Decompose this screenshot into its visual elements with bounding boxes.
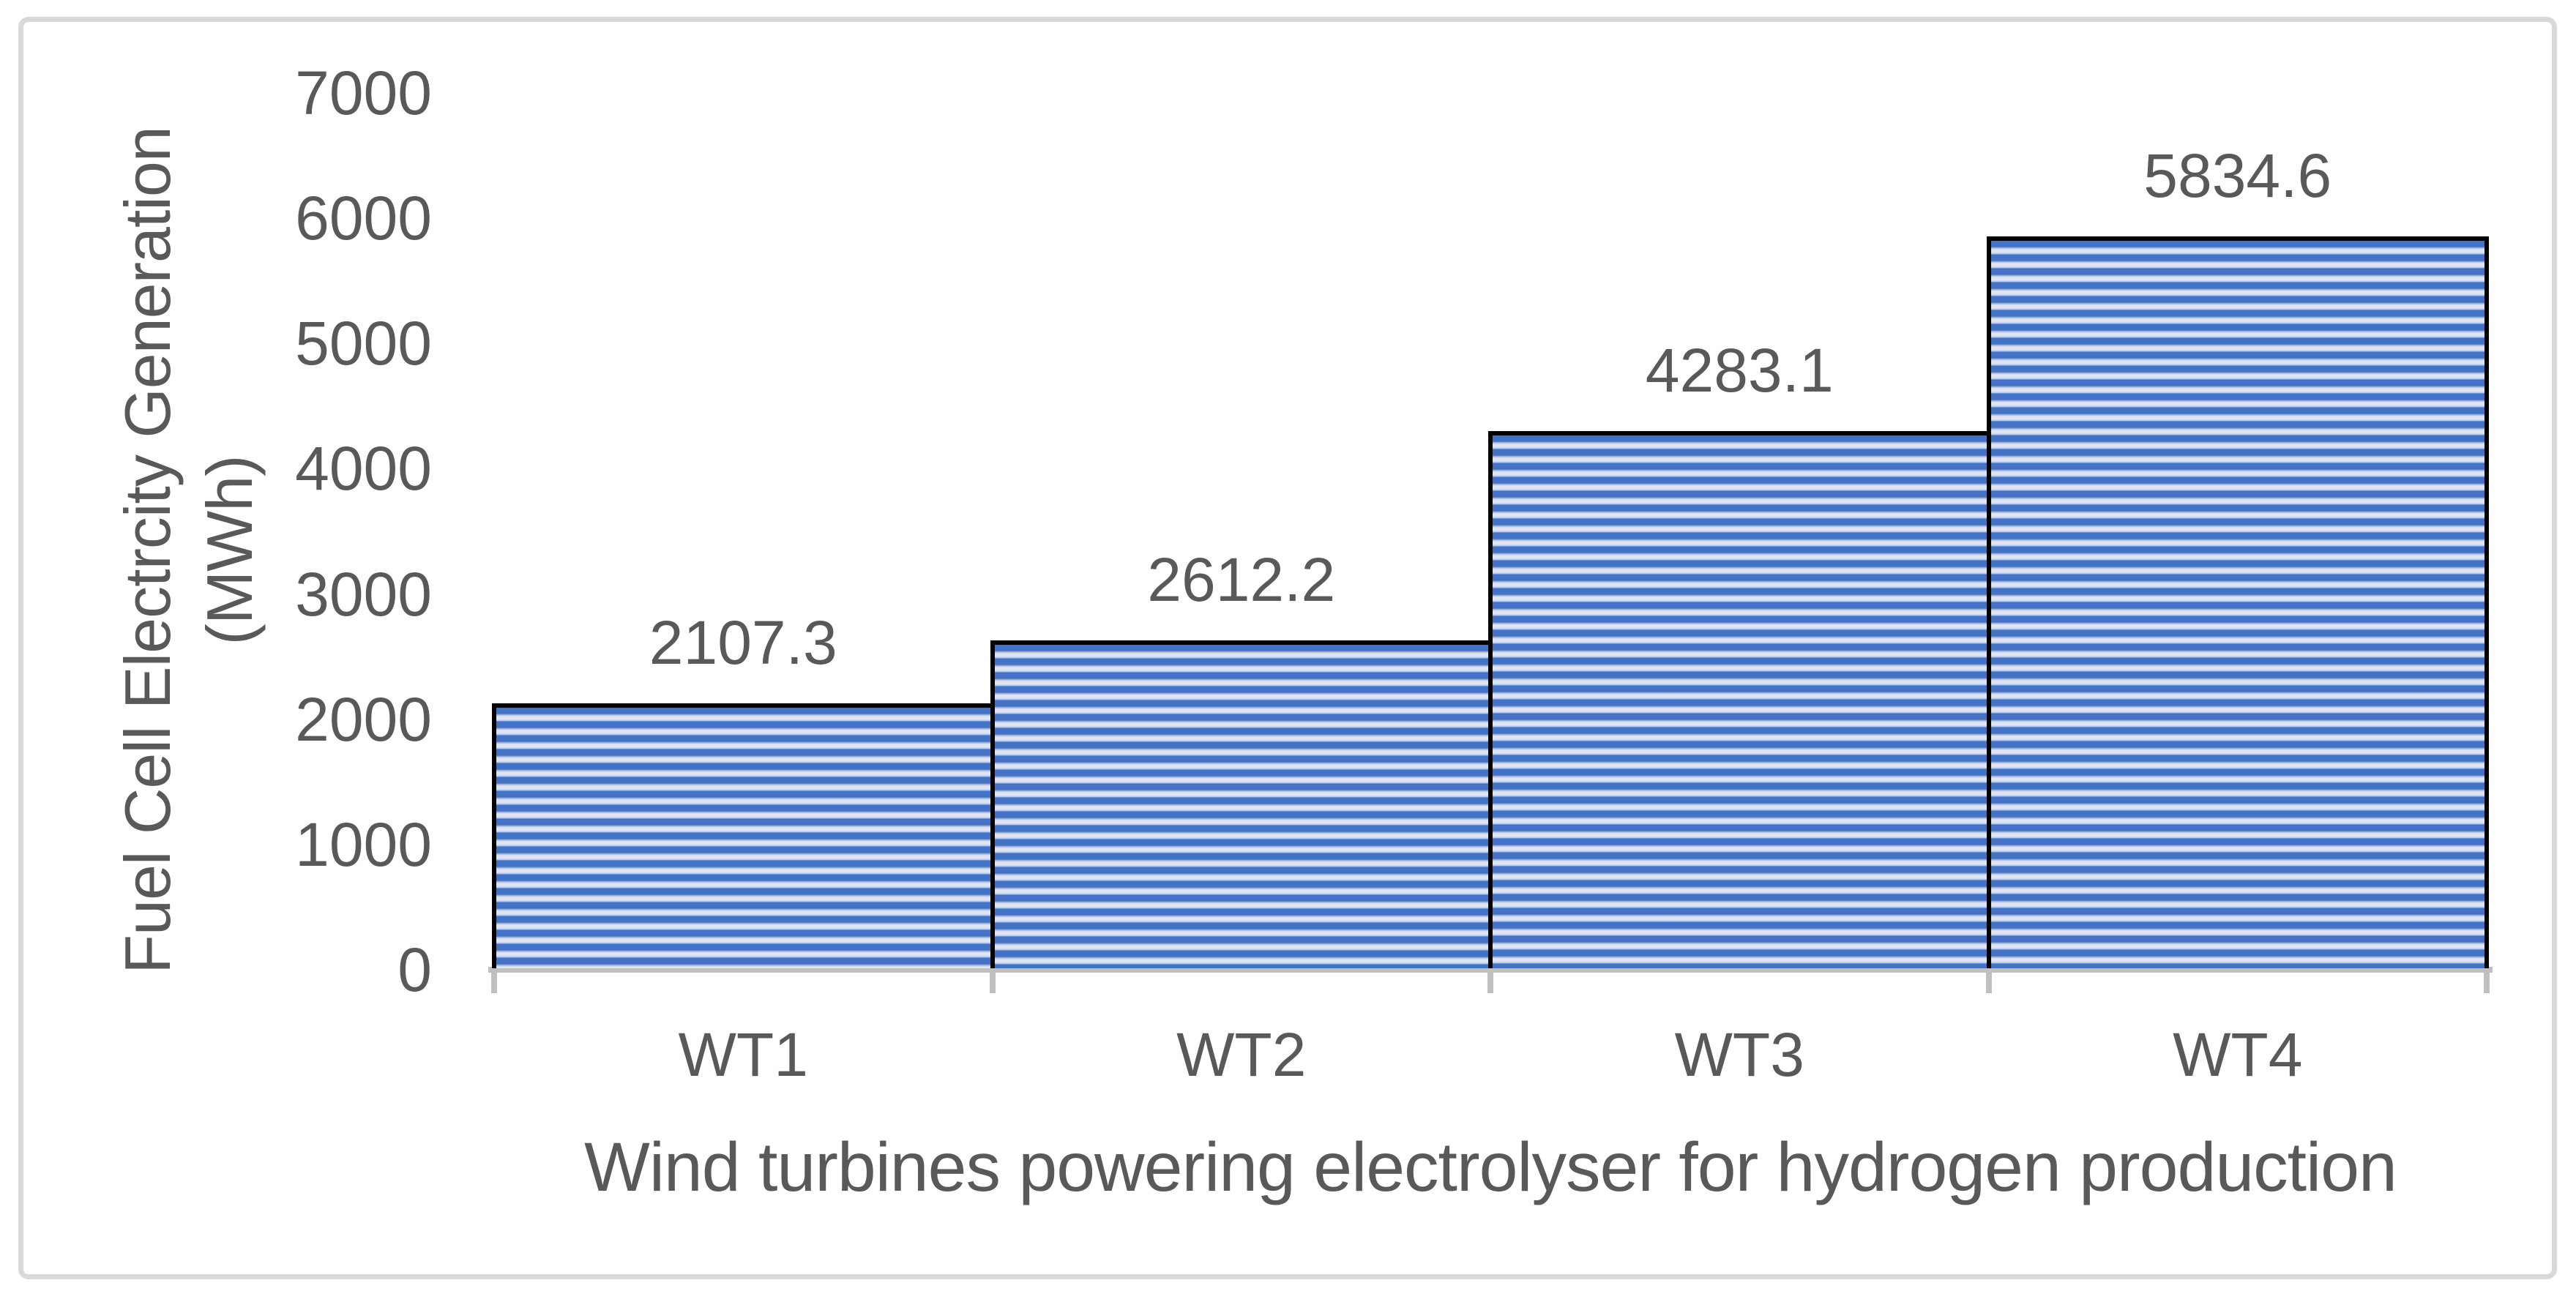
- bar-WT4[interactable]: [1986, 236, 2489, 968]
- y-tick-label-1000: 1000: [295, 809, 432, 879]
- data-label-WT1: 2107.3: [649, 608, 837, 678]
- y-tick-label-0: 0: [397, 935, 432, 1004]
- x-axis-tick-0: [491, 973, 497, 993]
- y-tick-label-4000: 4000: [295, 434, 432, 504]
- category-label-WT4: WT4: [2173, 1020, 2303, 1089]
- data-label-WT3: 4283.1: [1645, 335, 1834, 405]
- x-axis-tick-4: [2484, 973, 2490, 993]
- y-axis-title: Fuel Cell Electrcity Generation (MWh): [101, 20, 277, 1081]
- x-axis-tick-3: [1985, 973, 1992, 993]
- y-tick-label-2000: 2000: [295, 684, 432, 754]
- bar-WT2[interactable]: [990, 640, 1493, 968]
- bar-WT3[interactable]: [1488, 430, 1991, 968]
- category-label-WT1: WT1: [678, 1020, 808, 1089]
- y-tick-label-6000: 6000: [295, 184, 432, 253]
- y-tick-label-5000: 5000: [295, 309, 432, 378]
- bar-WT1[interactable]: [492, 703, 995, 968]
- data-label-WT4: 5834.6: [2143, 141, 2332, 211]
- x-axis-title: Wind turbines powering electrolyser for …: [584, 1129, 2397, 1206]
- x-axis-line: [488, 967, 2493, 973]
- category-label-WT2: WT2: [1176, 1020, 1307, 1089]
- category-label-WT3: WT3: [1674, 1020, 1804, 1089]
- y-tick-label-3000: 3000: [295, 559, 432, 629]
- data-label-WT2: 2612.2: [1147, 545, 1336, 614]
- y-tick-label-7000: 7000: [295, 59, 432, 127]
- x-axis-tick-1: [989, 973, 996, 993]
- x-axis-tick-2: [1487, 973, 1493, 993]
- y-axis-title-line1: Fuel Cell Electrcity Generation: [111, 127, 184, 974]
- y-axis-title-line2: (MWh): [193, 455, 266, 646]
